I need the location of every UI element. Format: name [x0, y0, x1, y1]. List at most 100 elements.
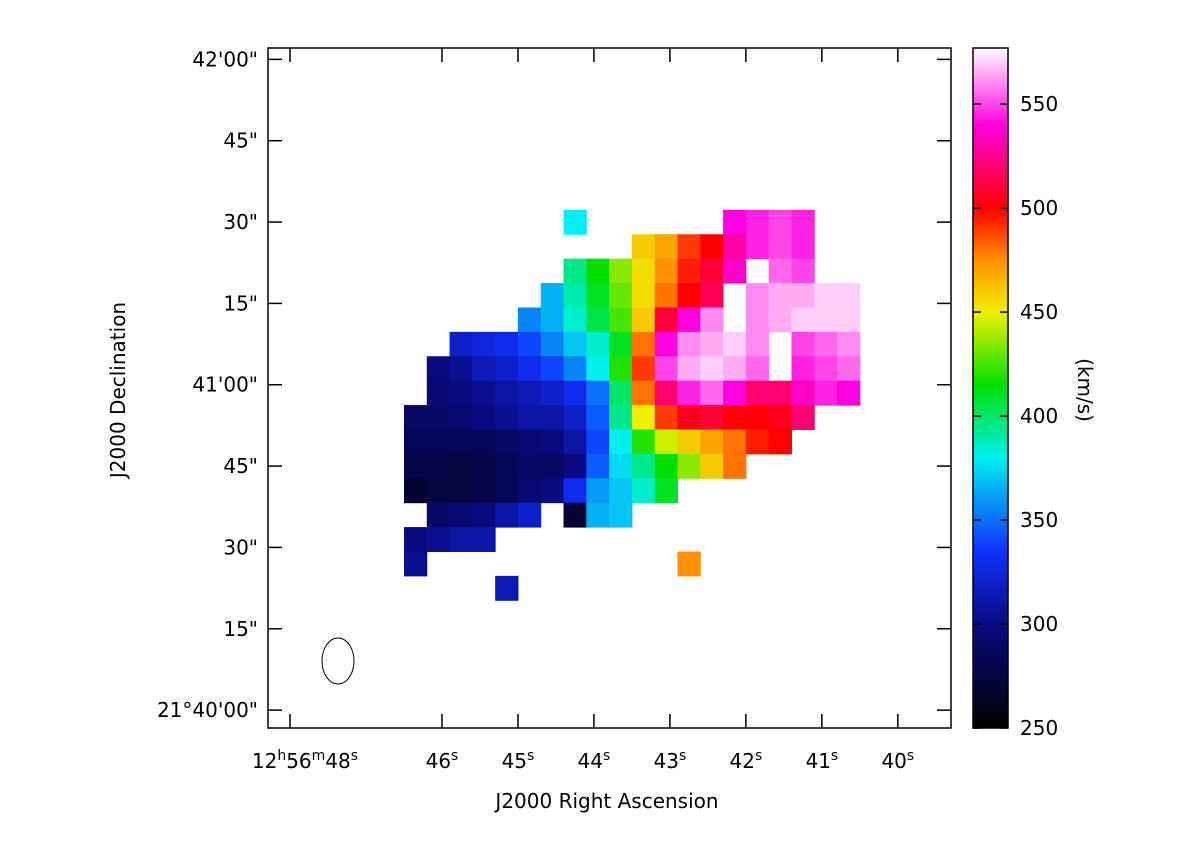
velocity-cell	[631, 356, 656, 382]
velocity-cell	[814, 283, 838, 308]
velocity-cell	[654, 331, 678, 357]
velocity-map	[403, 209, 861, 601]
velocity-cell	[745, 307, 770, 333]
velocity-cell	[654, 478, 678, 504]
plot-frame	[267, 47, 952, 729]
tick-label: 45"	[223, 454, 258, 478]
velocity-cell	[700, 429, 724, 455]
velocity-cell	[426, 502, 451, 528]
velocity-cell	[700, 380, 724, 406]
velocity-cell	[814, 331, 838, 357]
velocity-cell	[495, 453, 519, 479]
velocity-cell	[609, 380, 633, 406]
velocity-cell	[586, 405, 610, 430]
velocity-cell	[814, 356, 838, 382]
velocity-cell	[563, 356, 587, 382]
velocity-cell	[449, 429, 473, 455]
velocity-cell	[837, 283, 861, 308]
velocity-cell	[495, 502, 519, 528]
velocity-cell	[745, 380, 770, 406]
velocity-cell	[517, 380, 542, 406]
velocity-cell	[723, 380, 747, 406]
velocity-cell	[472, 453, 496, 479]
colorbar-tick-label: 550	[1020, 92, 1058, 116]
velocity-cell	[677, 429, 701, 455]
velocity-cell	[563, 380, 587, 406]
velocity-cell	[403, 551, 428, 577]
velocity-cell	[472, 502, 496, 528]
velocity-cell	[745, 429, 770, 455]
velocity-cell	[723, 429, 747, 455]
velocity-cell	[586, 453, 610, 479]
tick-label: 30"	[223, 535, 258, 559]
velocity-cell	[791, 307, 815, 333]
velocity-cell	[540, 405, 565, 430]
velocity-cell	[426, 429, 451, 455]
velocity-cell	[677, 356, 701, 382]
velocity-cell	[700, 331, 724, 357]
velocity-cell	[540, 331, 565, 357]
velocity-cell	[700, 356, 724, 382]
velocity-cell	[495, 380, 519, 406]
tick-label: 41'00"	[192, 373, 258, 397]
velocity-cell	[723, 331, 747, 357]
velocity-cell	[745, 331, 770, 357]
velocity-cell	[563, 331, 587, 357]
velocity-cell	[837, 380, 861, 406]
velocity-cell	[768, 283, 792, 308]
velocity-cell	[631, 380, 656, 406]
colorbar-tick-label: 400	[1020, 404, 1058, 428]
velocity-cell	[472, 478, 496, 504]
velocity-cell	[517, 429, 542, 455]
velocity-cell	[403, 527, 428, 552]
velocity-cell	[700, 405, 724, 430]
velocity-cell	[677, 380, 701, 406]
velocity-cell	[472, 380, 496, 406]
velocity-cell	[403, 453, 428, 479]
velocity-cell	[426, 527, 451, 552]
velocity-cell	[791, 234, 815, 260]
velocity-cell	[563, 258, 587, 284]
velocity-cell	[495, 405, 519, 430]
velocity-cell	[654, 234, 678, 260]
tick-label: 44s	[578, 748, 611, 773]
colorbar-tick-label: 350	[1020, 508, 1058, 532]
tick-label: 42s	[729, 748, 762, 773]
velocity-cell	[631, 478, 656, 504]
velocity-cell	[700, 307, 724, 333]
velocity-cell	[426, 453, 451, 479]
velocity-cell	[517, 453, 542, 479]
velocity-cell	[791, 258, 815, 284]
velocity-cell	[517, 307, 542, 333]
velocity-cell	[426, 380, 451, 406]
velocity-cell	[654, 380, 678, 406]
velocity-cell	[540, 478, 565, 504]
velocity-cell	[449, 405, 473, 430]
velocity-cell	[723, 234, 747, 260]
velocity-cell	[609, 356, 633, 382]
velocity-cell	[814, 380, 838, 406]
velocity-cell	[517, 478, 542, 504]
velocity-cell	[495, 331, 519, 357]
velocity-cell	[563, 478, 587, 504]
velocity-cell	[654, 307, 678, 333]
velocity-cell	[745, 234, 770, 260]
velocity-cell	[768, 209, 792, 235]
tick-label: 45s	[502, 748, 535, 773]
velocity-cell	[654, 283, 678, 308]
velocity-cell	[700, 234, 724, 260]
velocity-cell	[631, 405, 656, 430]
velocity-cell	[609, 478, 633, 504]
velocity-cell	[631, 453, 656, 479]
tick-label: 21°40'00"	[157, 698, 258, 722]
velocity-cell	[768, 429, 792, 455]
beam	[321, 637, 355, 685]
velocity-cell	[449, 380, 473, 406]
velocity-cell	[654, 258, 678, 284]
velocity-cell	[586, 429, 610, 455]
velocity-cell	[540, 307, 565, 333]
velocity-cell	[540, 283, 565, 308]
velocity-cell	[768, 234, 792, 260]
velocity-cell	[677, 234, 701, 260]
velocity-cell	[768, 307, 792, 333]
